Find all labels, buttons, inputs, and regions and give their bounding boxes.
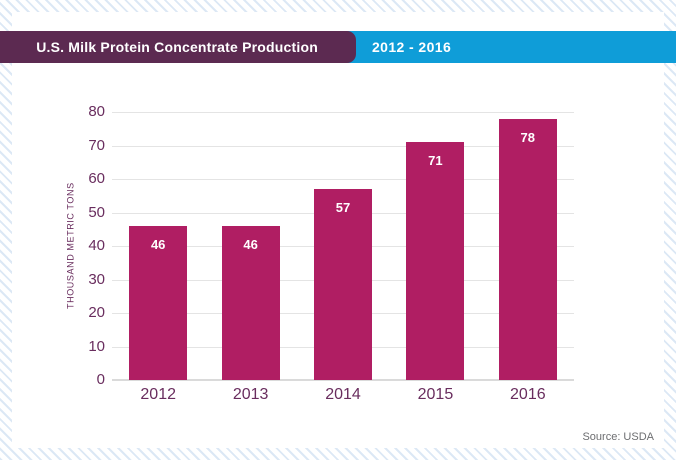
y-tick-label-80: 80 (88, 103, 105, 120)
gridline-80 (112, 112, 574, 113)
y-tick-label-40: 40 (88, 237, 105, 254)
y-tick-label-60: 60 (88, 170, 105, 187)
gridline-60 (112, 179, 574, 180)
plot-area: 46 46 57 71 78 (112, 112, 574, 381)
x-tick-label-2016: 2016 (510, 386, 546, 403)
x-axis-labels: 2012 2013 2014 2015 2016 (112, 386, 574, 404)
y-tick-label-30: 30 (88, 270, 105, 288)
bar-value-label: 46 (243, 236, 258, 252)
bar-value-label: 57 (335, 200, 351, 216)
gridline-70 (112, 145, 574, 147)
x-tick-label-2013: 2013 (232, 386, 269, 403)
header-period: 2012 - 2016 (372, 39, 452, 55)
x-tick-label-2012: 2012 (140, 386, 176, 403)
y-tick-label-70: 70 (88, 136, 105, 154)
y-tick-label-10: 10 (88, 337, 105, 355)
bar-value-label: 78 (520, 129, 535, 145)
header-banner: U.S. Milk Protein Concentrate Production… (0, 31, 676, 63)
page-title: U.S. Milk Protein Concentrate Production (36, 39, 318, 55)
y-axis-ticks: 0 10 20 30 40 50 60 70 80 (57, 103, 105, 388)
x-tick-label-2015: 2015 (417, 386, 454, 403)
y-tick-label-20: 20 (88, 304, 105, 321)
bar-2014: 57 (313, 189, 372, 380)
bar-value-label: 71 (428, 153, 443, 169)
x-tick-label-2014: 2014 (325, 386, 361, 403)
bar-value-label: 46 (150, 236, 166, 252)
bar-2015: 71 (406, 142, 465, 380)
source-note: Source: USDA (582, 431, 654, 443)
gridline-0 (112, 379, 574, 381)
bar-2016: 78 (498, 118, 557, 380)
y-tick-label-50: 50 (88, 203, 105, 221)
bar-2013: 46 (221, 225, 280, 380)
bar-2012: 46 (129, 225, 188, 380)
bars-container: 46 46 57 71 78 (112, 112, 574, 380)
y-tick-label-0: 0 (96, 371, 105, 388)
header-title-segment: U.S. Milk Protein Concentrate Production (0, 31, 356, 63)
chart-card: THOUSAND METRIC TONS 0 10 20 30 40 50 60 70 80 4… (12, 12, 664, 448)
